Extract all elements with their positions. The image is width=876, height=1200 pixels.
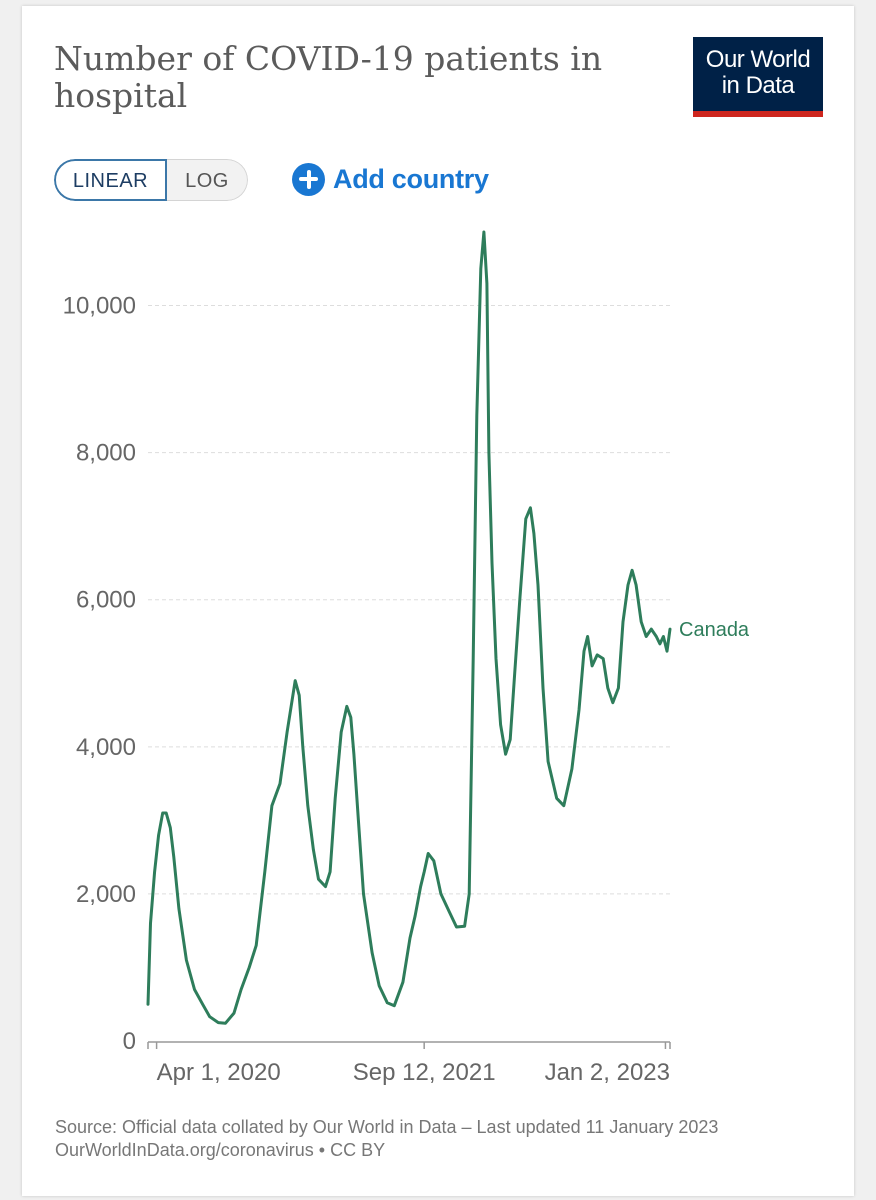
chart-footer: Source: Official data collated by Our Wo… [55,1116,815,1162]
logo-red-bar [693,111,823,117]
y-tick-label: 6,000 [76,587,136,614]
add-country-label: Add country [333,163,489,194]
logo-line-1: Our World [705,46,811,73]
axes: 0 2,000 4,000 6,000 8,000 10,000 Apr 1, 2020 Se… [63,293,671,1086]
source-note: Source: Official data collated by Our Wo… [55,1117,719,1137]
chart-card: Number of COVID-19 patients in hospital … [22,6,854,1196]
x-tick-label: Sep 12, 2021 [353,1059,496,1086]
gridlines [148,305,670,895]
log-scale-button[interactable]: LOG [167,159,248,201]
y-tick-label: 4,000 [76,734,136,761]
series-label-canada: Canada [679,619,750,641]
y-tick-label: 0 [123,1028,136,1055]
logo-line-2: in Data [721,72,795,99]
plus-circle-icon [292,162,325,196]
linear-scale-button[interactable]: LINEAR [54,159,167,201]
y-tick-label: 2,000 [76,881,136,908]
owid-logo[interactable]: Our World in Data [693,37,823,117]
y-tick-label: 8,000 [76,440,136,467]
series: Canada [146,230,750,1025]
y-tick-label: 10,000 [63,293,136,320]
add-country-button[interactable]: Add country [292,160,489,198]
x-tick-label: Jan 2, 2023 [545,1059,670,1086]
series-line-canada[interactable] [146,230,672,1025]
chart-title: Number of COVID-19 patients in hospital [54,39,603,115]
x-tick-label: Apr 1, 2020 [157,1059,281,1086]
source-link[interactable]: OurWorldInData.org/coronavirus • CC BY [55,1140,386,1160]
scale-toggle: LINEAR LOG [54,159,248,201]
